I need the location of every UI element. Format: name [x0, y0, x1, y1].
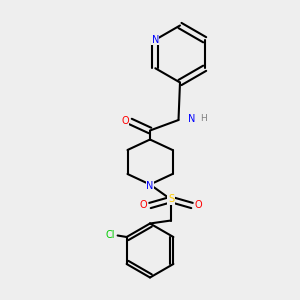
Text: Cl: Cl: [105, 230, 115, 241]
Text: O: O: [121, 116, 129, 127]
Text: N: N: [188, 113, 196, 124]
Text: N: N: [152, 35, 159, 45]
Text: O: O: [140, 200, 147, 211]
Text: S: S: [168, 194, 174, 205]
Text: O: O: [195, 200, 203, 211]
Text: N: N: [146, 181, 154, 191]
Text: H: H: [201, 114, 207, 123]
